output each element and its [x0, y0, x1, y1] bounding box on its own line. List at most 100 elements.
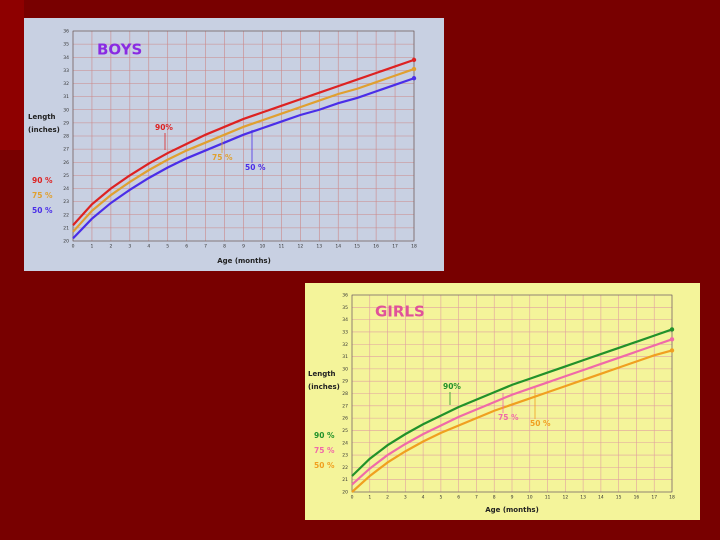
- x-tick-label: 17: [392, 244, 398, 250]
- y-tick-label: 20: [63, 239, 69, 245]
- x-tick-label: 0: [351, 495, 354, 501]
- x-tick-label: 16: [634, 495, 640, 501]
- y-tick-label: 35: [63, 42, 69, 48]
- y-tick-label: 34: [342, 317, 348, 323]
- series-line: [72, 58, 415, 226]
- end-point: [411, 57, 417, 63]
- x-tick-label: 18: [669, 495, 675, 501]
- x-tick-label: 9: [511, 495, 514, 501]
- x-tick-label: 10: [527, 495, 533, 501]
- y-tick-label: 29: [63, 120, 69, 126]
- plot-frame: [72, 30, 415, 242]
- series-line: [72, 68, 415, 233]
- x-tick-label: 11: [279, 244, 285, 250]
- y-tick-label: 22: [342, 465, 348, 471]
- x-tick-label: 6: [457, 495, 460, 501]
- x-tick-label: 14: [598, 495, 604, 501]
- y-axis-label: Length: [308, 370, 336, 378]
- y-tick-label: 25: [63, 173, 69, 179]
- y-tick-label: 32: [342, 342, 348, 348]
- y-tick-label: 21: [342, 477, 348, 483]
- x-tick-label: 12: [297, 244, 303, 250]
- y-tick-label: 27: [342, 403, 348, 409]
- x-tick-label: 13: [316, 244, 322, 250]
- y-tick-label: 28: [342, 391, 348, 397]
- x-tick-label: 15: [616, 495, 622, 501]
- x-tick-label: 7: [204, 244, 207, 250]
- annotation: 50 %: [530, 419, 551, 428]
- y-axis-label: Length: [28, 113, 56, 121]
- end-point: [411, 76, 417, 81]
- x-tick-label: 8: [493, 495, 496, 501]
- x-tick-label: 2: [109, 244, 112, 250]
- y-tick-label: 33: [342, 329, 348, 335]
- y-tick-label: 36: [342, 293, 348, 299]
- end-point: [669, 337, 675, 342]
- x-tick-label: 5: [439, 495, 442, 501]
- legend-entry: 90 %: [32, 176, 53, 185]
- annotation: 75 %: [498, 413, 519, 422]
- y-axis-label: (inches): [28, 126, 60, 134]
- legend-entry: 50 %: [32, 206, 53, 215]
- x-tick-label: 10: [260, 244, 266, 250]
- y-tick-label: 26: [342, 416, 348, 422]
- x-tick-label: 11: [545, 495, 551, 501]
- legend-entry: 90 %: [314, 431, 335, 440]
- x-tick-label: 18: [411, 244, 417, 250]
- x-tick-label: 4: [147, 244, 150, 250]
- x-tick-label: 3: [128, 244, 131, 250]
- x-tick-label: 5: [166, 244, 169, 250]
- y-tick-label: 22: [63, 212, 69, 218]
- chart-title: GIRLS: [375, 303, 425, 321]
- y-tick-label: 33: [63, 68, 69, 74]
- x-tick-label: 14: [335, 244, 341, 250]
- annotation: 50 %: [245, 163, 266, 172]
- y-tick-label: 24: [63, 186, 69, 192]
- plot-frame: [351, 294, 673, 493]
- annotation: 90%: [155, 123, 173, 132]
- x-tick-label: 13: [580, 495, 586, 501]
- y-tick-label: 31: [342, 354, 348, 360]
- legend-entry: 75 %: [32, 191, 53, 200]
- y-tick-label: 36: [63, 29, 69, 35]
- x-tick-label: 7: [475, 495, 478, 501]
- x-tick-label: 17: [651, 495, 657, 501]
- chart-title: BOYS: [97, 41, 142, 59]
- y-tick-label: 28: [63, 134, 69, 140]
- legend-entry: 50 %: [314, 461, 335, 470]
- x-tick-label: 1: [368, 495, 371, 501]
- x-tick-label: 0: [72, 244, 75, 250]
- x-tick-label: 9: [242, 244, 245, 250]
- x-axis-label: Age (months): [485, 506, 539, 514]
- y-tick-label: 30: [63, 107, 69, 113]
- series-line: [72, 77, 415, 240]
- series-line: [351, 349, 673, 493]
- y-tick-label: 34: [63, 55, 69, 61]
- y-tick-label: 29: [342, 379, 348, 385]
- x-tick-label: 3: [404, 495, 407, 501]
- y-tick-label: 21: [63, 225, 69, 231]
- x-tick-label: 12: [562, 495, 568, 501]
- y-axis-label: (inches): [308, 383, 340, 391]
- y-tick-label: 25: [342, 428, 348, 434]
- end-point: [411, 66, 417, 72]
- x-tick-label: 2: [386, 495, 389, 501]
- x-tick-label: 4: [422, 495, 425, 501]
- y-tick-label: 24: [342, 440, 348, 446]
- x-tick-label: 1: [91, 244, 94, 250]
- slide-accent: [0, 0, 24, 150]
- y-tick-label: 30: [342, 366, 348, 372]
- chart-panel: [305, 283, 700, 520]
- series-line: [351, 328, 673, 477]
- y-tick-label: 32: [63, 81, 69, 87]
- y-tick-label: 31: [63, 94, 69, 100]
- y-tick-label: 23: [63, 199, 69, 205]
- x-tick-label: 15: [354, 244, 360, 250]
- end-point: [669, 327, 675, 332]
- x-tick-label: 6: [185, 244, 188, 250]
- annotation: 90%: [443, 382, 461, 391]
- series-line: [351, 338, 673, 486]
